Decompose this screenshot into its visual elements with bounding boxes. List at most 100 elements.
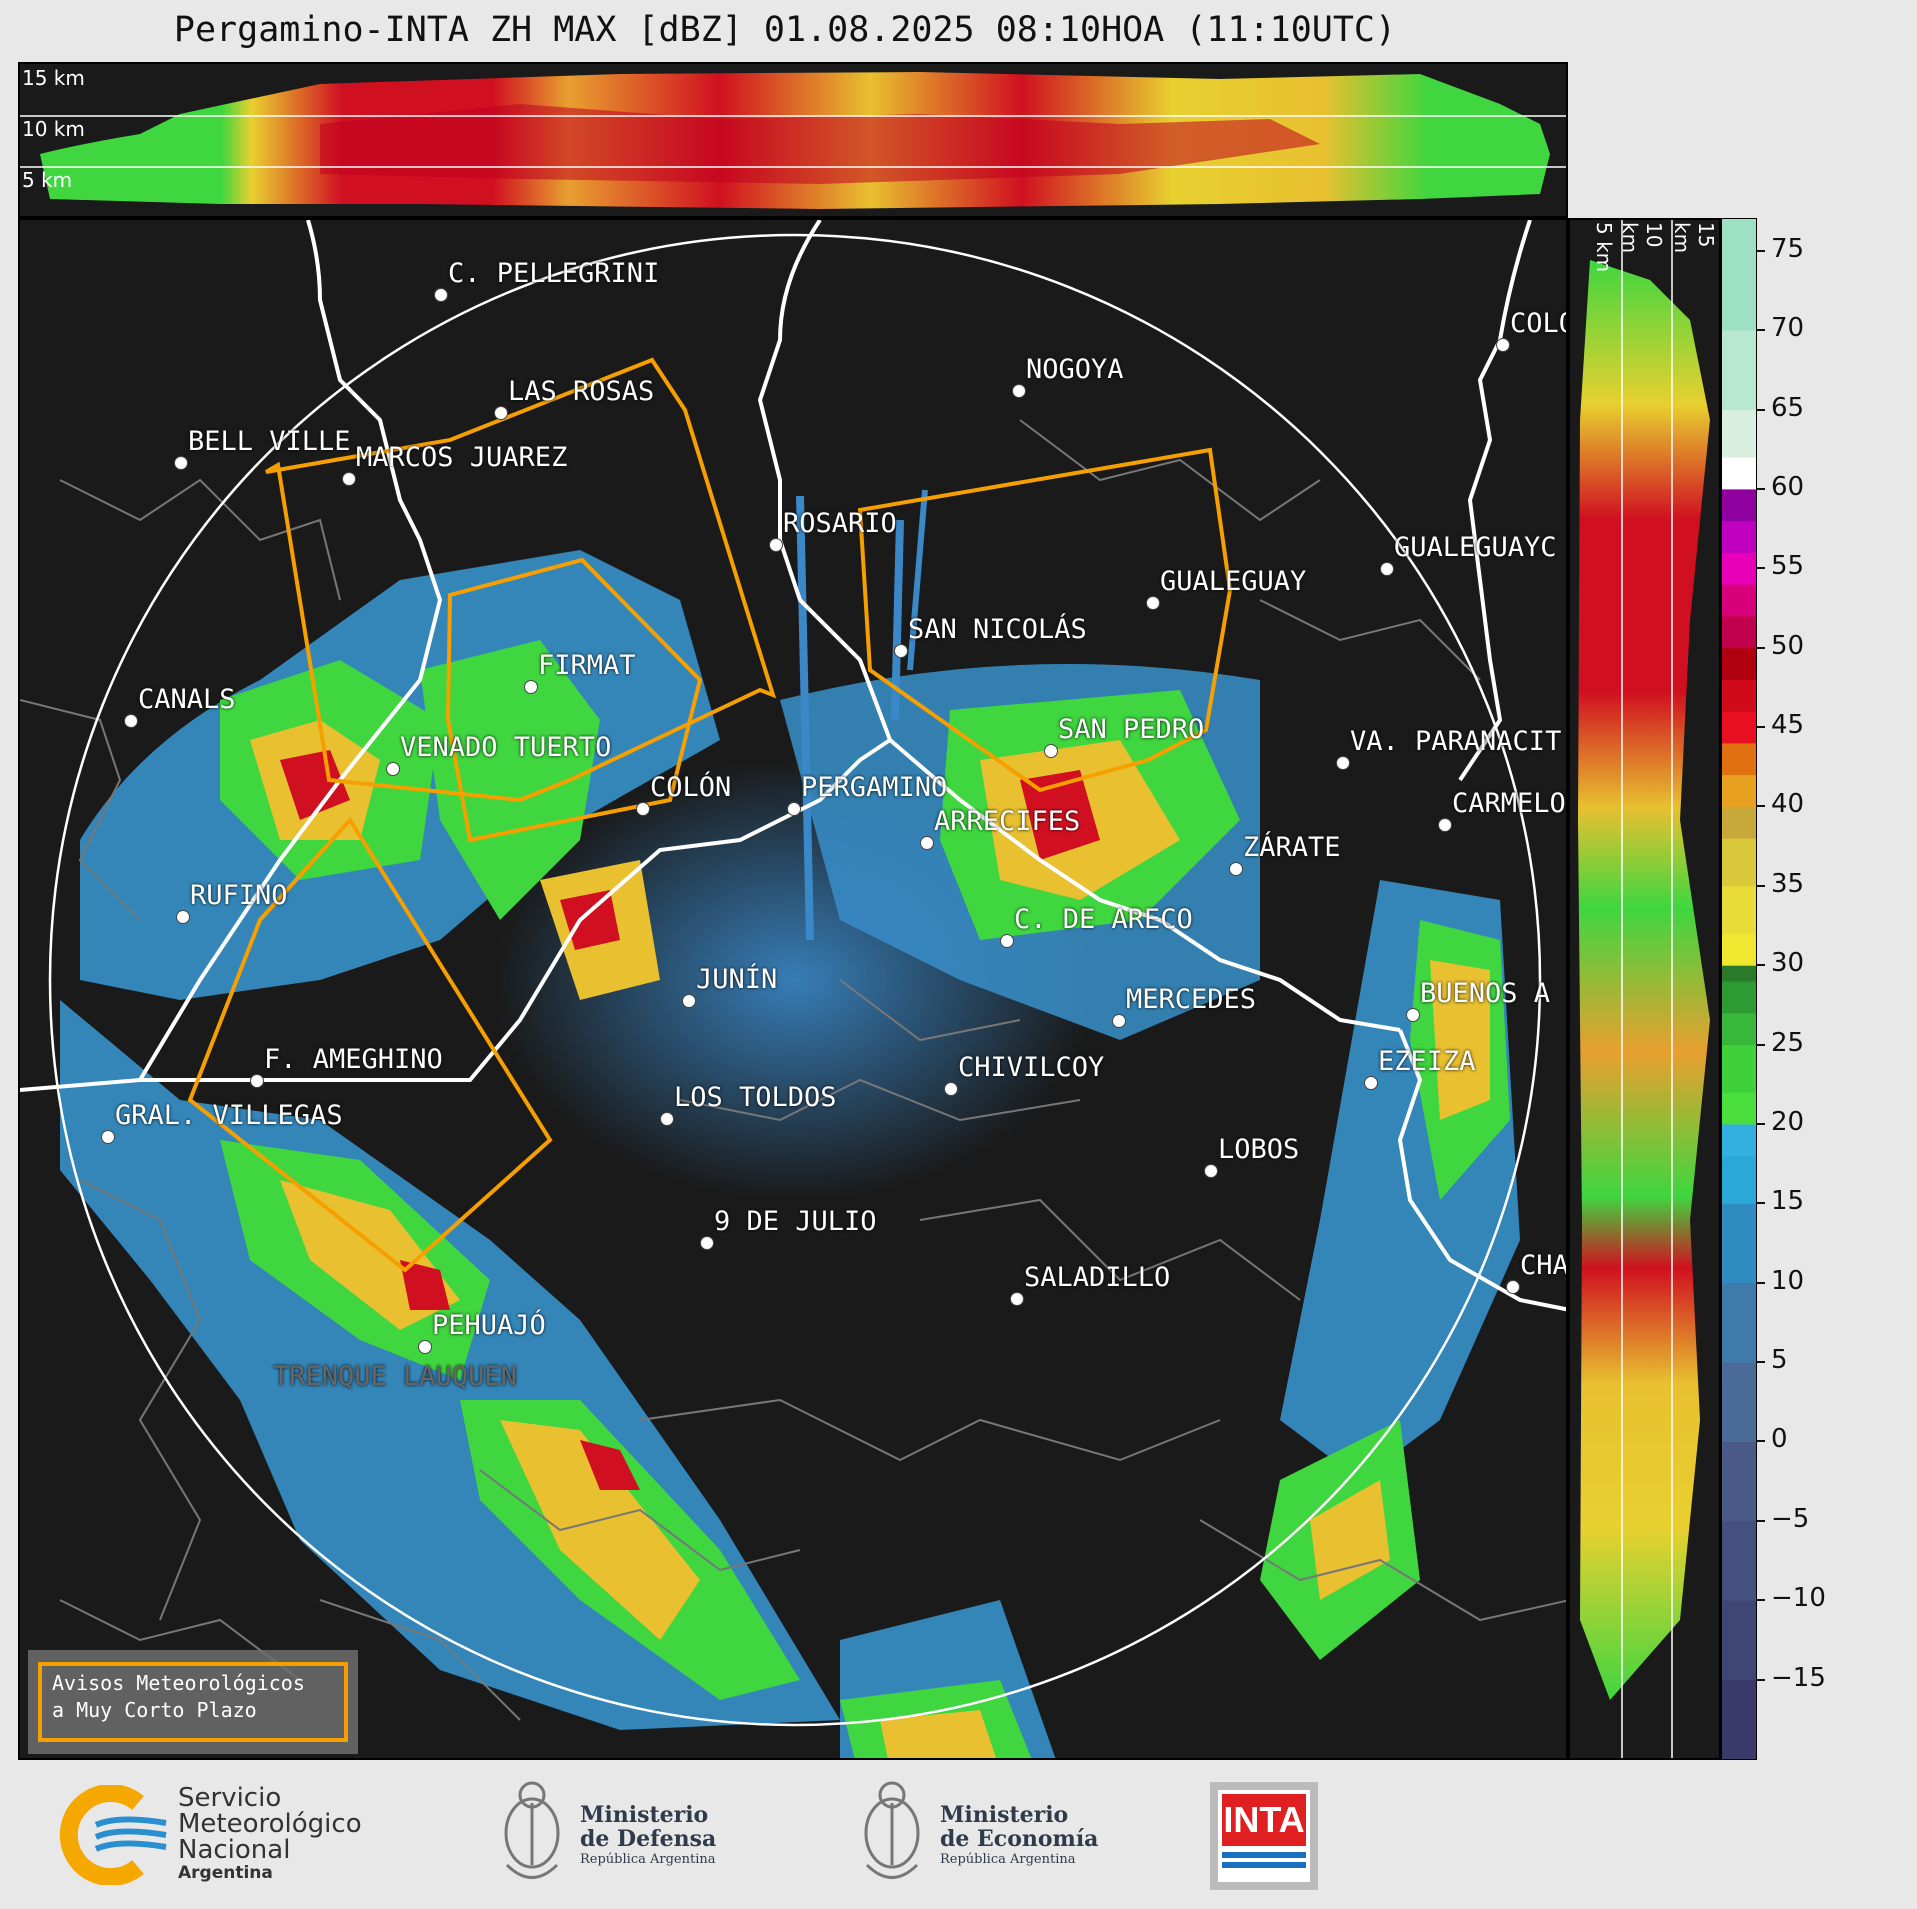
- city-label: COLÓN: [650, 772, 732, 803]
- city-label: ZÁRATE: [1243, 832, 1341, 863]
- city-label: NOGOYA: [1026, 354, 1124, 385]
- city-label: ARRECIFES: [934, 806, 1081, 837]
- coat-of-arms-icon: [504, 1781, 560, 1879]
- colorbar-segment: [1722, 1679, 1756, 1760]
- colorbar-ticks: 75 70 65 60 55 50 45 40 35 30 25 20 15 10 5 0 −5 −10 −15: [1757, 218, 1917, 1760]
- city-label: 9 DE JULIO: [714, 1206, 877, 1237]
- economia-line-3: República Argentina: [940, 1852, 1076, 1867]
- chart-title: Pergamino-INTA ZH MAX [dBZ] 01.08.2025 0…: [173, 10, 1397, 50]
- colorbar-tick-label: 15: [1771, 1186, 1805, 1217]
- defensa-line-1: Ministerio: [580, 1802, 709, 1828]
- side-height-label-15km: 15 km: [1670, 222, 1718, 254]
- colorbar-segment: [1722, 552, 1756, 585]
- city-marker: [1406, 1008, 1420, 1022]
- colorbar-segment: [1722, 615, 1756, 649]
- city-marker: [101, 1130, 115, 1144]
- city-label: SAN NICOLÁS: [908, 614, 1087, 645]
- radar-map-panel: C. PELLEGRINI LAS ROSAS BELL VILLE MARCOS J…: [18, 218, 1568, 1760]
- side-cross-section-panel: 5 km 10 km 15 km: [1568, 218, 1721, 1760]
- legend-line-2: a Muy Corto Plazo: [52, 1698, 257, 1722]
- city-label: RUFINO: [190, 880, 288, 911]
- city-marker: [920, 836, 934, 850]
- colorbar-segment: [1722, 1123, 1756, 1157]
- city-marker: [434, 288, 448, 302]
- city-label: GUALEGUAY: [1160, 566, 1307, 597]
- city-label: C. PELLEGRINI: [448, 258, 660, 289]
- colorbar-tick-mark: [1757, 805, 1765, 808]
- city-marker: [418, 1340, 432, 1354]
- colorbar-segment: [1722, 584, 1756, 617]
- city-marker: [769, 538, 783, 552]
- city-label: MARCOS JUAREZ: [356, 442, 568, 473]
- range-ring: [48, 233, 1542, 1727]
- colorbar-segment: [1722, 457, 1756, 490]
- defensa-line-3: República Argentina: [580, 1852, 716, 1867]
- side-height-label-5km: 5 km: [1592, 222, 1616, 273]
- city-marker: [636, 802, 650, 816]
- colorbar-tick-mark: [1757, 329, 1765, 332]
- city-marker: [660, 1112, 674, 1126]
- city-label: VENADO TUERTO: [400, 732, 612, 763]
- top-cross-section-panel: 15 km 10 km 5 km: [18, 62, 1568, 218]
- economia-logo: Ministerio de Economía República Argenti…: [855, 1775, 1135, 1895]
- colorbar-tick-mark: [1757, 1599, 1765, 1602]
- colorbar-segment: [1722, 520, 1756, 553]
- colorbar-segment: [1722, 885, 1756, 934]
- colorbar-tick-label: 5: [1771, 1345, 1788, 1376]
- city-marker: [1000, 934, 1014, 948]
- city-label: PERGAMINO: [801, 772, 948, 803]
- city-label: JUNÍN: [696, 964, 778, 995]
- city-marker: [1146, 596, 1160, 610]
- colorbar-tick-mark: [1757, 1202, 1765, 1205]
- height-label-5km: 5 km: [22, 168, 73, 192]
- colorbar-tick-label: 10: [1771, 1265, 1805, 1296]
- city-label: SAN PEDRO: [1058, 714, 1205, 745]
- city-marker: [386, 762, 400, 776]
- colorbar-tick-mark: [1757, 1122, 1765, 1125]
- smn-logo: Servicio Meteorológico Nacional Argentin…: [58, 1785, 388, 1885]
- defensa-line-2: de Defensa: [580, 1826, 717, 1852]
- colorbar-tick-label: 20: [1771, 1106, 1805, 1137]
- radar-map: [20, 220, 1566, 1758]
- warning-polygon-4: [187, 816, 553, 1273]
- colorbar-tick-label: 70: [1771, 313, 1805, 344]
- colorbar-segment: [1722, 933, 1756, 966]
- city-marker: [1496, 338, 1510, 352]
- colorbar-segment: [1722, 711, 1756, 744]
- colorbar-segment: [1722, 774, 1756, 807]
- city-marker: [494, 406, 508, 420]
- city-label: CHIVILCOY: [958, 1052, 1105, 1083]
- city-labels-layer: C. PELLEGRINI LAS ROSAS BELL VILLE MARCOS J…: [20, 220, 1566, 1758]
- colorbar-segment: [1722, 1012, 1756, 1046]
- colorbar-tick-label: 45: [1771, 710, 1805, 741]
- colorbar-tick-label: 50: [1771, 630, 1805, 661]
- province-borders: [20, 220, 1566, 1312]
- city-label: EZEIZA: [1378, 1046, 1476, 1077]
- colorbar-segment: [1722, 1600, 1756, 1681]
- city-marker: [1438, 818, 1452, 832]
- colorbar-tick-mark: [1757, 408, 1765, 411]
- colorbar-segment: [1722, 647, 1756, 680]
- colorbar-scale: [1722, 219, 1756, 1760]
- colorbar-segment: [1722, 981, 1756, 1014]
- colorbar-tick-mark: [1757, 249, 1765, 252]
- legend-background: [28, 1650, 358, 1754]
- colorbar-segment: [1722, 1092, 1756, 1125]
- city-label: GUALEGUAYC: [1394, 532, 1557, 563]
- colorbar-tick-mark: [1757, 567, 1765, 570]
- colorbar-segment: [1722, 1282, 1756, 1363]
- colorbar-tick-mark: [1757, 1519, 1765, 1522]
- colorbar-tick-mark: [1757, 1678, 1765, 1681]
- colorbar-segment: [1722, 838, 1756, 887]
- defensa-logo: Ministerio de Defensa República Argentin…: [495, 1775, 755, 1895]
- city-marker: [524, 680, 538, 694]
- colorbar-tick-label: 30: [1771, 948, 1805, 979]
- colorbar-tick-label: −15: [1771, 1662, 1826, 1693]
- warning-polygon-1: [264, 357, 777, 803]
- colorbar-tick-mark: [1757, 487, 1765, 490]
- city-label: F. AMEGHINO: [264, 1044, 443, 1075]
- warning-polygon-2: [445, 557, 703, 843]
- smn-line-1: Servicio: [178, 1783, 282, 1813]
- colorbar-tick-mark: [1757, 1440, 1765, 1443]
- colorbar-segment: [1722, 1155, 1756, 1204]
